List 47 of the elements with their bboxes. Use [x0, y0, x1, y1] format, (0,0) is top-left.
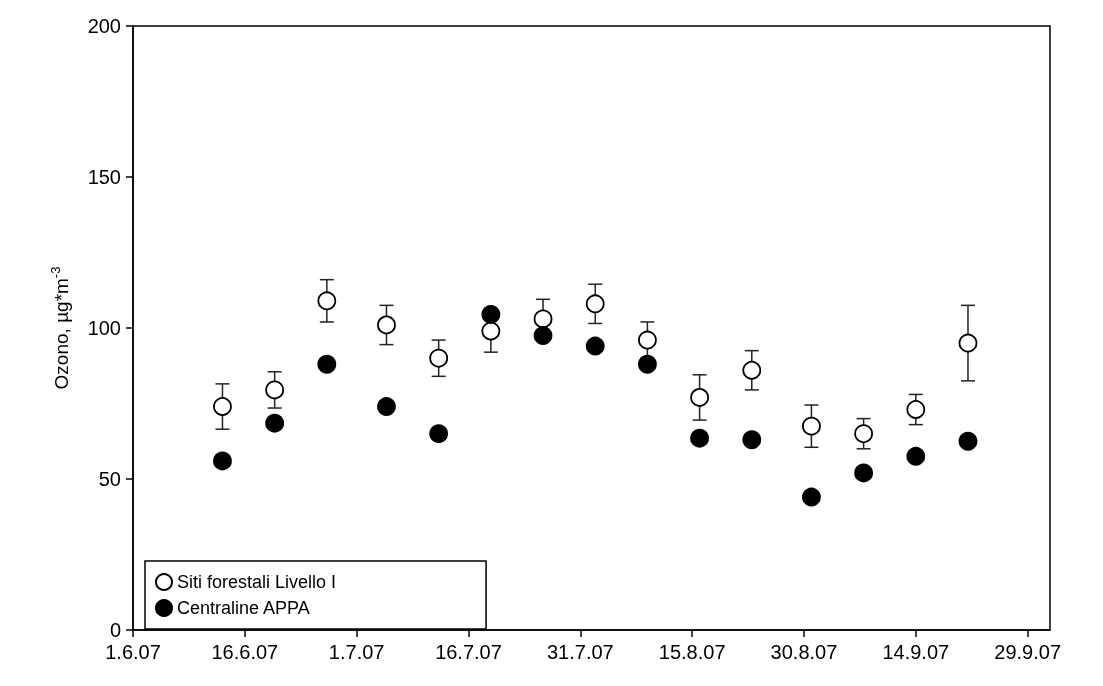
- x-tick-label: 16.6.07: [211, 641, 279, 663]
- point: [690, 428, 709, 448]
- point: [481, 305, 501, 324]
- x-tick-label: 15.8.07: [658, 641, 726, 663]
- point: [802, 416, 821, 436]
- x-tick-label: 29.9.07: [994, 641, 1061, 663]
- point: [481, 321, 501, 341]
- point: [854, 463, 874, 483]
- point: [742, 430, 762, 450]
- point: [317, 354, 337, 374]
- point: [638, 354, 657, 374]
- x-tick-label: 30.8.07: [770, 641, 838, 663]
- point: [429, 424, 449, 444]
- point: [533, 326, 553, 345]
- point: [213, 397, 232, 416]
- point: [958, 333, 978, 353]
- y-tick-label: 50: [98, 468, 121, 490]
- point: [906, 400, 926, 419]
- point: [213, 451, 232, 471]
- point: [854, 424, 874, 444]
- point: [317, 291, 337, 311]
- point: [906, 446, 926, 466]
- point: [802, 487, 821, 507]
- point: [265, 380, 285, 400]
- y-tick-label: 150: [87, 166, 121, 188]
- point: [742, 360, 762, 380]
- point: [429, 348, 449, 368]
- x-tick-label: 1.7.07: [328, 641, 385, 663]
- x-tick-label: 31.7.07: [546, 641, 614, 663]
- legend-label: Centraline APPA: [177, 598, 310, 618]
- x-tick-label: 14.9.07: [882, 641, 950, 663]
- y-tick-label: 100: [87, 317, 121, 339]
- y-tick-label: 0: [109, 619, 121, 641]
- point: [377, 397, 396, 416]
- point: [265, 413, 285, 433]
- point: [638, 330, 657, 350]
- y-tick-label: 200: [87, 15, 121, 37]
- point: [585, 294, 605, 314]
- point: [958, 431, 978, 451]
- point: [690, 388, 709, 407]
- legend-label: Siti forestali Livello I: [177, 572, 337, 592]
- y-axis-title: Ozono, µg*m-3: [48, 266, 72, 390]
- x-tick-label: 16.7.07: [435, 641, 502, 663]
- point: [585, 336, 605, 356]
- point: [377, 315, 396, 335]
- point: [533, 309, 553, 329]
- x-tick-label: 1.6.07: [105, 641, 161, 663]
